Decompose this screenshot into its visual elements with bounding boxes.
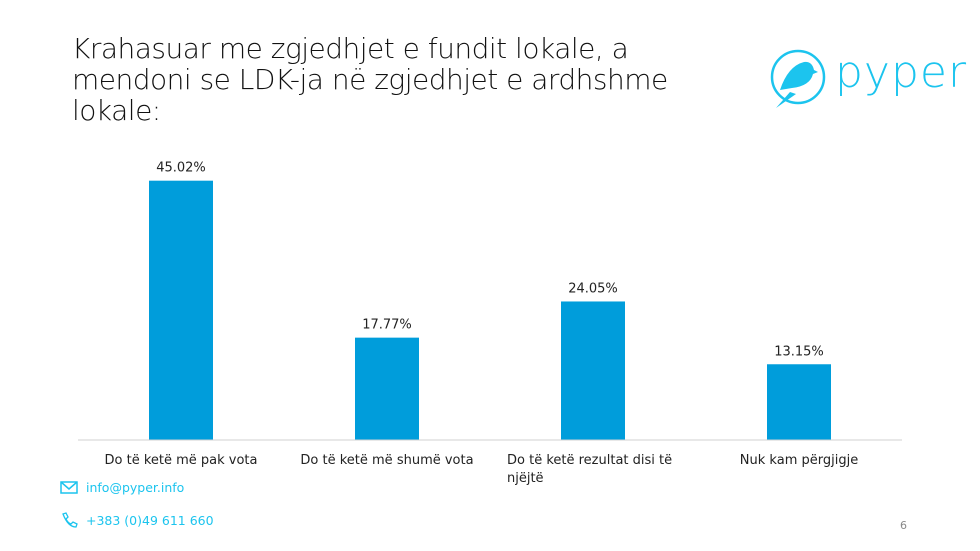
bar bbox=[355, 337, 419, 440]
bird-in-circle-icon bbox=[770, 49, 826, 108]
phone-text: +383 (0)49 611 660 bbox=[86, 512, 214, 528]
category-label: Nuk kam përgjigje bbox=[740, 453, 858, 468]
bar bbox=[149, 180, 213, 440]
email-text: info@pyper.info bbox=[86, 480, 185, 495]
page-number: 6 bbox=[900, 519, 907, 532]
contact-phone[interactable]: +383 (0)49 611 660 bbox=[60, 512, 214, 528]
bar bbox=[561, 301, 625, 440]
page-title: Krahasuar me zgjedhjet e fundit lokale, … bbox=[72, 32, 668, 127]
data-label: 24.05% bbox=[568, 281, 618, 296]
data-label: 13.15% bbox=[774, 344, 824, 359]
data-label: 17.77% bbox=[362, 318, 412, 333]
category-label: Do të ketë rezultat disi të njëjtë bbox=[507, 453, 672, 486]
contact-email[interactable]: info@pyper.info bbox=[60, 480, 184, 495]
category-label: Do të ketë më shumë vota bbox=[300, 453, 473, 468]
category-label: Do të ketë më pak vota bbox=[105, 453, 258, 468]
phone-icon bbox=[62, 512, 78, 528]
envelope-icon bbox=[60, 481, 78, 494]
bar bbox=[767, 364, 831, 440]
logo-text: pyper bbox=[835, 47, 968, 98]
data-label: 45.02% bbox=[156, 161, 206, 176]
